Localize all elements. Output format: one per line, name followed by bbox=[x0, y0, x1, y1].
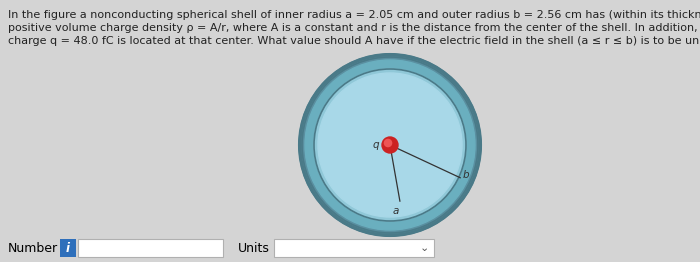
Text: Units: Units bbox=[238, 242, 270, 254]
Text: b: b bbox=[463, 170, 470, 180]
Text: i: i bbox=[66, 242, 70, 254]
Text: q: q bbox=[372, 140, 379, 150]
Circle shape bbox=[382, 137, 398, 153]
Text: a: a bbox=[393, 206, 399, 216]
FancyBboxPatch shape bbox=[78, 239, 223, 257]
Text: charge q = 48.0 fC is located at that center. What value should A have if the el: charge q = 48.0 fC is located at that ce… bbox=[8, 36, 700, 46]
Text: positive volume charge density ρ = A/r, where A is a constant and r is the dista: positive volume charge density ρ = A/r, … bbox=[8, 23, 700, 33]
Circle shape bbox=[314, 69, 466, 221]
Text: ⌄: ⌄ bbox=[419, 243, 428, 253]
Circle shape bbox=[299, 54, 481, 236]
FancyBboxPatch shape bbox=[60, 239, 76, 257]
Circle shape bbox=[302, 57, 478, 233]
FancyBboxPatch shape bbox=[274, 239, 434, 257]
Circle shape bbox=[318, 73, 462, 217]
Circle shape bbox=[384, 139, 391, 147]
Text: In the figure a nonconducting spherical shell of inner radius a = 2.05 cm and ou: In the figure a nonconducting spherical … bbox=[8, 10, 700, 20]
Text: Number: Number bbox=[8, 242, 58, 254]
Circle shape bbox=[305, 60, 475, 230]
